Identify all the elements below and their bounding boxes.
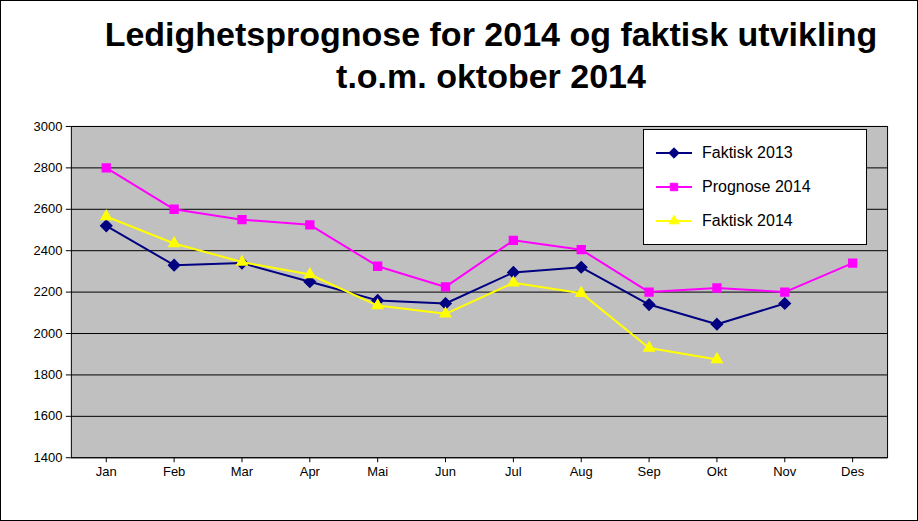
svg-text:Feb: Feb: [163, 464, 185, 479]
svg-text:Nov: Nov: [773, 464, 797, 479]
html-text:Faktisk 2014: Faktisk 2014: [702, 212, 793, 229]
svg-text:2200: 2200: [34, 284, 63, 299]
svg-text:3000: 3000: [34, 119, 63, 134]
svg-text:Jan: Jan: [96, 464, 117, 479]
svg-text:Des: Des: [841, 464, 865, 479]
svg-text:Okt: Okt: [707, 464, 728, 479]
html-text:Faktisk 2013: Faktisk 2013: [702, 144, 793, 161]
svg-text:2800: 2800: [34, 160, 63, 175]
svg-text:1600: 1600: [34, 408, 63, 423]
svg-text:2000: 2000: [34, 326, 63, 341]
svg-text:Sep: Sep: [638, 464, 661, 479]
svg-text:Mar: Mar: [231, 464, 254, 479]
svg-text:Mai: Mai: [367, 464, 388, 479]
svg-text:2600: 2600: [34, 201, 63, 216]
svg-text:2400: 2400: [34, 243, 63, 258]
html-text:Ledighetsprognose for 2014 og: Ledighetsprognose for 2014 og faktisk ut…: [104, 15, 878, 95]
svg-text:Aug: Aug: [570, 464, 593, 479]
svg-text:Jun: Jun: [435, 464, 456, 479]
html-text:Prognose 2014: Prognose 2014: [702, 178, 811, 195]
svg-text:Apr: Apr: [300, 464, 321, 479]
svg-text:1400: 1400: [34, 450, 63, 465]
svg-text:Jul: Jul: [505, 464, 522, 479]
svg-text:1800: 1800: [34, 367, 63, 382]
